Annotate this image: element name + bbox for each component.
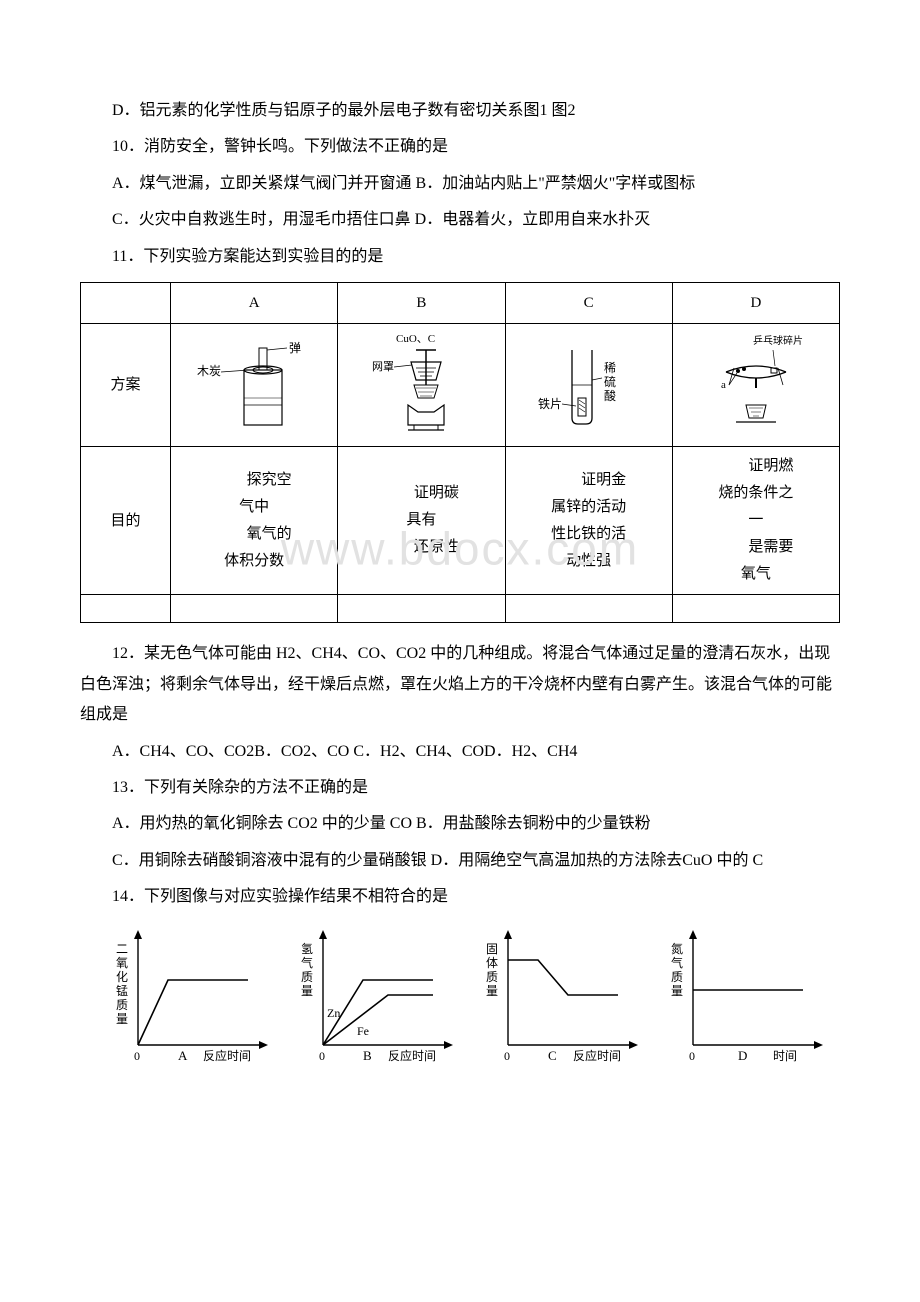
q13-option-cd: C．用铜除去硝酸铜溶液中混有的少量硝酸银 D．用隔绝空气高温加热的方法除去CuO… <box>80 846 840 876</box>
chart-row: 二 氧 化 锰 质 量 0 A 反应时间 Zn Fe 氢 气 质 量 0 B 反… <box>100 925 840 1075</box>
q11-header-b: B <box>338 282 505 324</box>
chart-a-yl4: 锰 <box>116 983 128 998</box>
q11-header-blank <box>81 282 171 324</box>
q11-empty-row <box>81 595 840 623</box>
chart-d-yl3: 质 <box>671 970 683 984</box>
q12-stem: 12．某无色气体可能由 H2、CH4、CO、CO2 中的几种组成。将混合气体通过… <box>80 639 840 730</box>
scheme-d-svg: 乒乓球碎片 a <box>691 330 821 440</box>
q10-option-cd: C．火灾中自救逃生时，用湿毛巾捂住口鼻 D．电器着火，立即用自来水扑灭 <box>80 205 840 235</box>
q11-scheme-c: 铁片 稀 硫 酸 <box>505 324 672 447</box>
chart-a: 二 氧 化 锰 质 量 0 A 反应时间 <box>108 925 278 1075</box>
scheme-a-label1: 弹 <box>289 341 301 355</box>
chart-b-yl2: 气 <box>301 955 313 970</box>
q11-scheme-row: 方案 弹 木炭 <box>81 324 840 447</box>
scheme-b-label1: CuO、C <box>396 333 435 345</box>
q11-scheme-a: 弹 木炭 <box>171 324 338 447</box>
chart-b-series-zn: Zn <box>327 1006 340 1020</box>
q11-header-c: C <box>505 282 672 324</box>
q12-options: A．CH4、CO、CO2B．CO2、CO C．H2、CH4、COD．H2、CH4 <box>80 737 840 767</box>
chart-d-yl2: 气 <box>671 955 683 970</box>
chart-d-yl4: 量 <box>671 984 683 998</box>
chart-b-zero: 0 <box>319 1049 325 1063</box>
chart-b-xtext: 反应时间 <box>388 1048 436 1063</box>
chart-a-yl6: 量 <box>116 1012 128 1026</box>
chart-d-zero: 0 <box>689 1049 695 1063</box>
chart-d: 氮 气 质 量 0 D 时间 <box>663 925 833 1075</box>
q11-scheme-label: 方案 <box>81 324 171 447</box>
q11-header-a: A <box>171 282 338 324</box>
chart-b: Zn Fe 氢 气 质 量 0 B 反应时间 <box>293 925 463 1075</box>
q11-header-d: D <box>672 282 839 324</box>
q13-option-ab: A．用灼热的氧化铜除去 CO2 中的少量 CO B．用盐酸除去铜粉中的少量铁粉 <box>80 809 840 839</box>
scheme-d-label1: 乒乓球碎片 <box>753 334 803 347</box>
chart-a-yl1: 二 <box>116 942 128 956</box>
chart-b-yl3: 质 <box>301 970 313 984</box>
scheme-c-label2-1: 稀 <box>604 361 616 375</box>
chart-c-yl3: 质 <box>486 970 498 984</box>
chart-d-xtext: 时间 <box>773 1049 797 1063</box>
scheme-a-label2: 木炭 <box>197 364 221 378</box>
chart-c-xtext: 反应时间 <box>573 1048 621 1063</box>
q11-purpose-a: 探究空气中 氧气的体积分数 <box>171 447 338 595</box>
q11-scheme-b: CuO、C 网罩 <box>338 324 505 447</box>
chart-d-yl1: 氮 <box>671 941 683 956</box>
q11-table: A B C D 方案 弹 木炭 <box>80 282 840 624</box>
chart-c-letter: C <box>548 1048 557 1063</box>
q11-purpose-c: 证明金属锌的活动性比铁的活动性强 <box>505 447 672 595</box>
scheme-a-svg: 弹 木炭 <box>189 330 319 440</box>
chart-d-letter: D <box>738 1048 747 1063</box>
chart-c-yl4: 量 <box>486 984 498 998</box>
q13-stem: 13．下列有关除杂的方法不正确的是 <box>80 773 840 803</box>
chart-c: 固 体 质 量 0 C 反应时间 <box>478 925 648 1075</box>
chart-a-zero: 0 <box>134 1049 140 1063</box>
q14-stem: 14．下列图像与对应实验操作结果不相符合的是 <box>80 882 840 912</box>
chart-a-letter: A <box>178 1048 188 1063</box>
scheme-c-label1: 铁片 <box>538 397 562 411</box>
q11-purpose-row: 目的 探究空气中 氧气的体积分数 证明碳具有 还原性 证明金属锌的活动性比铁的活… <box>81 447 840 595</box>
chart-b-yl1: 氢 <box>301 941 313 956</box>
chart-b-yl4: 量 <box>301 984 313 998</box>
chart-a-yl2: 氧 <box>116 956 128 970</box>
q11-purpose-d: 证明燃烧的条件之一 是需要氧气 <box>672 447 839 595</box>
scheme-d-label2: a <box>721 379 726 391</box>
q11-purpose-label: 目的 <box>81 447 171 595</box>
scheme-c-label2-2: 硫 <box>604 374 616 389</box>
scheme-c-svg: 铁片 稀 硫 酸 <box>524 330 654 440</box>
q9-option-d: D．铝元素的化学性质与铝原子的最外层电子数有密切关系图1 图2 <box>80 96 840 126</box>
scheme-b-label2: 网罩 <box>372 360 394 373</box>
chart-c-yl1: 固 <box>486 942 498 956</box>
q10-option-ab: A．煤气泄漏，立即关紧煤气阀门并开窗通 B．加油站内贴上"严禁烟火"字样或图标 <box>80 169 840 199</box>
chart-c-yl2: 体 <box>486 956 498 970</box>
chart-b-series-fe: Fe <box>357 1024 369 1038</box>
q11-purpose-b: 证明碳具有 还原性 <box>338 447 505 595</box>
q11-header-row: A B C D <box>81 282 840 324</box>
scheme-c-label2-3: 酸 <box>604 388 616 403</box>
q10-stem: 10．消防安全，警钟长鸣。下列做法不正确的是 <box>80 132 840 162</box>
q11-scheme-d: 乒乓球碎片 a <box>672 324 839 447</box>
chart-a-xtext: 反应时间 <box>203 1048 251 1063</box>
chart-a-yl3: 化 <box>116 970 128 984</box>
chart-a-yl5: 质 <box>116 998 128 1012</box>
scheme-b-svg: CuO、C 网罩 <box>356 330 486 440</box>
chart-b-letter: B <box>363 1048 372 1063</box>
q11-stem: 11．下列实验方案能达到实验目的的是 <box>80 242 840 272</box>
chart-c-zero: 0 <box>504 1049 510 1063</box>
